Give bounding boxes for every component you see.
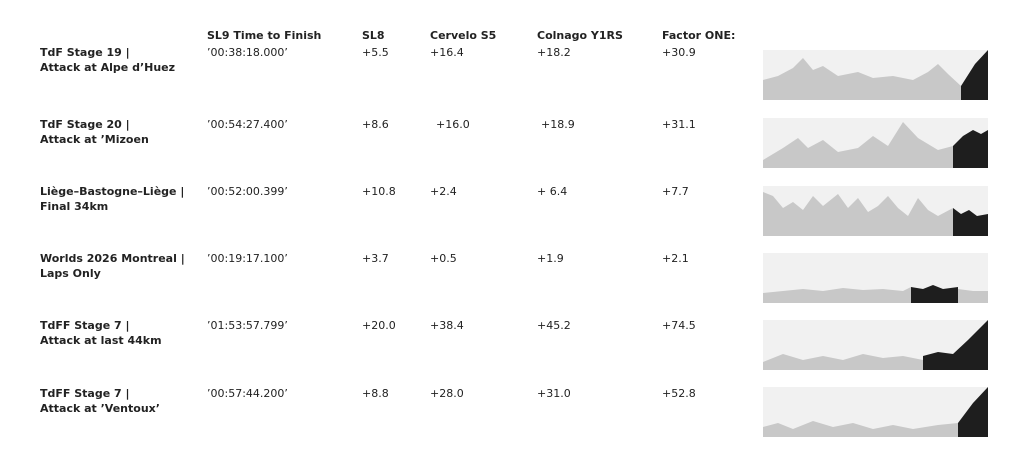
row-label: Attack at ’Ventoux’ (40, 402, 160, 415)
table-cell: +16.4 (430, 46, 464, 59)
profile (763, 320, 988, 370)
table-cell: +0.5 (430, 252, 457, 265)
column-header: Cervelo S5 (430, 29, 497, 42)
column-header: Factor ONE: (662, 29, 736, 42)
table-cell: ’00:19:17.100’ (207, 252, 288, 265)
table-cell: ’00:54:27.400’ (207, 118, 288, 131)
profile (763, 253, 988, 303)
row-label: Attack at Alpe d’Huez (40, 61, 176, 74)
table-cell: +1.9 (537, 252, 564, 265)
table-cell: +2.1 (662, 252, 689, 265)
row-label: Liège–Bastogne–Liège | (40, 185, 185, 198)
table-cell: ’00:38:18.000’ (207, 46, 288, 59)
table-cell: +18.2 (537, 46, 571, 59)
row-label: Final 34km (40, 200, 109, 213)
table-cell: +2.4 (430, 185, 457, 198)
table-cell: +3.7 (362, 252, 389, 265)
row-label: Attack at ’Mizoen (40, 133, 149, 146)
row-label: TdFF Stage 7 | (40, 319, 130, 332)
row-label: Laps Only (40, 267, 101, 280)
table-cell: +31.1 (662, 118, 696, 131)
table-cell: +52.8 (662, 387, 696, 400)
table-cell: +8.6 (362, 118, 389, 131)
table-cell: +38.4 (430, 319, 464, 332)
table-cell: +8.8 (362, 387, 389, 400)
table-cell: + 6.4 (537, 185, 568, 198)
table-cell: +30.9 (662, 46, 696, 59)
row-label: TdFF Stage 7 | (40, 387, 130, 400)
row-label: TdF Stage 19 | (40, 46, 130, 59)
row-label: TdF Stage 20 | (40, 118, 130, 131)
table-cell: ’00:57:44.200’ (207, 387, 288, 400)
table-cell: +18.9 (541, 118, 575, 131)
table-cell: +45.2 (537, 319, 571, 332)
table-cell: +28.0 (430, 387, 464, 400)
profile (763, 186, 988, 236)
table-cell: +16.0 (436, 118, 470, 131)
column-header: SL8 (362, 29, 385, 42)
table-cell: +74.5 (662, 319, 696, 332)
profile (763, 50, 988, 100)
table-cell: ’00:52:00.399’ (207, 185, 288, 198)
table-cell: +5.5 (362, 46, 389, 59)
table-cell: +10.8 (362, 185, 396, 198)
row-label: Worlds 2026 Montreal | (40, 252, 185, 265)
table-cell: +7.7 (662, 185, 689, 198)
profile (763, 387, 988, 437)
table-cell: ’01:53:57.799’ (207, 319, 288, 332)
profile (763, 118, 988, 168)
column-header: SL9 Time to Finish (207, 29, 322, 42)
column-header: Colnago Y1RS (537, 29, 623, 42)
table-cell: +31.0 (537, 387, 571, 400)
row-label: Attack at last 44km (40, 334, 162, 347)
table-cell: +20.0 (362, 319, 396, 332)
